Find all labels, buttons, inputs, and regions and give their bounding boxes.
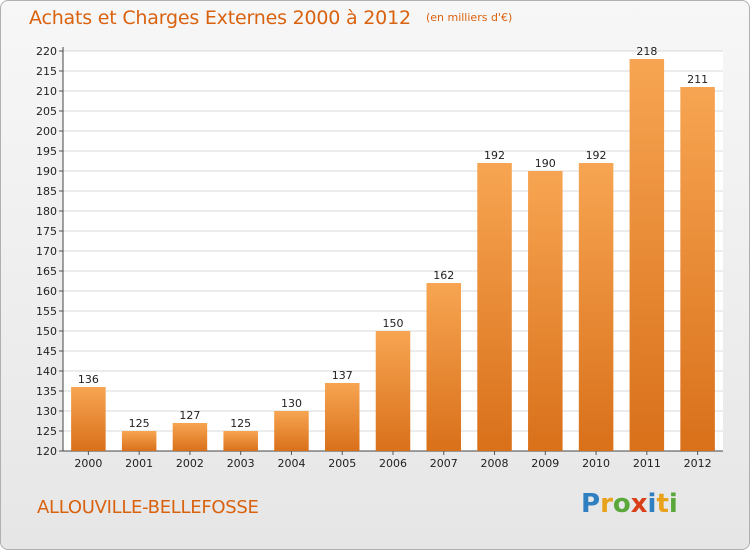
bar-value-label: 192 <box>586 149 607 162</box>
bar-value-label: 125 <box>230 417 251 430</box>
y-tick-label: 165 <box>36 265 57 278</box>
x-tick-label: 2002 <box>176 457 204 470</box>
y-tick-label: 135 <box>36 385 57 398</box>
bar <box>528 171 563 451</box>
y-tick-label: 175 <box>36 225 57 238</box>
bar <box>71 387 106 451</box>
bar-value-label: 137 <box>332 369 353 382</box>
y-tick-label: 120 <box>36 445 57 458</box>
y-tick-label: 150 <box>36 325 57 338</box>
chart-title: Achats et Charges Externes 2000 à 2012 <box>29 7 411 29</box>
chart-subtitle: (en milliers d'€) <box>425 11 513 24</box>
y-tick-label: 130 <box>36 405 57 418</box>
x-tick-label: 2000 <box>74 457 102 470</box>
x-tick-label: 2010 <box>582 457 610 470</box>
title-block: Achats et Charges Externes 2000 à 2012 (… <box>29 7 512 29</box>
bar <box>680 87 715 451</box>
x-tick-label: 2004 <box>277 457 305 470</box>
logo-letter: r <box>600 489 613 519</box>
x-tick-label: 2003 <box>227 457 255 470</box>
bar-value-label: 211 <box>687 73 708 86</box>
logo-letter: i <box>647 489 657 519</box>
bar <box>274 411 309 451</box>
bar-value-label: 127 <box>179 409 200 422</box>
y-tick-label: 180 <box>36 205 57 218</box>
bar <box>375 331 411 451</box>
logo-letter: P <box>581 489 601 519</box>
y-tick-label: 185 <box>36 185 57 198</box>
bar-value-label: 125 <box>129 417 150 430</box>
y-tick-label: 160 <box>36 285 57 298</box>
logo-letter: o <box>612 489 631 519</box>
bar-value-label: 190 <box>535 157 556 170</box>
y-tick-label: 205 <box>36 105 57 118</box>
y-tick-label: 200 <box>36 125 57 138</box>
bar-value-label: 192 <box>484 149 505 162</box>
bar-value-label: 150 <box>383 317 404 330</box>
y-tick-label: 195 <box>36 145 57 158</box>
logo-letter: t <box>656 489 669 519</box>
x-tick-label: 2006 <box>379 457 407 470</box>
bar-value-label: 218 <box>636 45 657 58</box>
bar <box>629 59 665 451</box>
x-tick-label: 2008 <box>481 457 509 470</box>
logo-letter: x <box>630 489 648 519</box>
y-tick-label: 155 <box>36 305 57 318</box>
y-tick-label: 125 <box>36 425 57 438</box>
x-tick-label: 2005 <box>328 457 356 470</box>
bar <box>477 163 512 451</box>
bar <box>324 383 360 451</box>
y-tick-label: 145 <box>36 345 57 358</box>
bar <box>172 423 208 451</box>
bar-value-label: 136 <box>78 373 99 386</box>
bar <box>426 283 462 451</box>
y-tick-label: 220 <box>36 45 57 58</box>
bar <box>578 163 614 451</box>
x-tick-label: 2009 <box>531 457 559 470</box>
x-tick-label: 2011 <box>633 457 661 470</box>
commune-name: ALLOUVILLE-BELLEFOSSE <box>37 497 259 518</box>
bar-value-label: 162 <box>433 269 454 282</box>
logo-letter: i <box>668 489 678 519</box>
y-tick-label: 190 <box>36 165 57 178</box>
bar <box>121 431 157 451</box>
y-tick-label: 215 <box>36 65 57 78</box>
x-tick-label: 2007 <box>430 457 458 470</box>
y-tick-label: 170 <box>36 245 57 258</box>
y-tick-label: 140 <box>36 365 57 378</box>
y-tick-label: 210 <box>36 85 57 98</box>
bar <box>223 431 258 451</box>
x-tick-label: 2001 <box>125 457 153 470</box>
bar-value-label: 130 <box>281 397 302 410</box>
x-tick-label: 2012 <box>684 457 712 470</box>
proxiti-logo: Proxiti <box>581 489 678 519</box>
